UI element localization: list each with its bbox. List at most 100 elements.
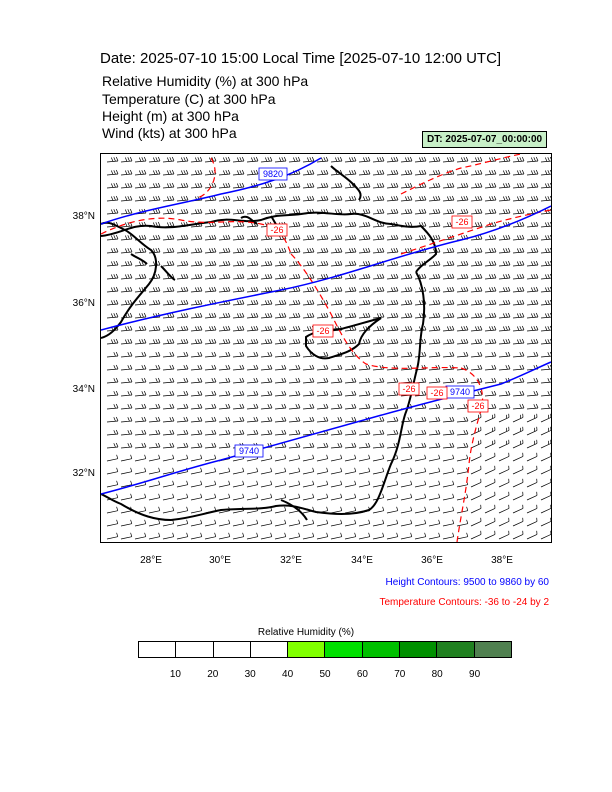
wind-barb [442,416,455,423]
wind-barb [442,325,455,332]
wind-barb [190,519,203,527]
wind-barb [484,169,497,176]
wind-barb [148,169,161,176]
wind-barb [288,247,301,254]
wind-barb [330,286,343,293]
wind-barb [428,195,441,202]
wind-barb [400,195,413,202]
wind-barb [302,338,315,345]
wind-barb [134,182,147,189]
wind-barb [120,532,133,540]
wind-barb [442,493,455,501]
wind-barb [386,286,399,293]
wind-barb [232,299,245,306]
wind-barb [386,234,399,241]
wind-barb [218,416,231,423]
wind-barb [274,467,287,475]
wind-barb [302,195,315,202]
wind-barb [414,454,427,462]
wind-barb [526,491,538,501]
wind-barb [344,247,357,254]
wind-barb [134,493,147,501]
wind-barb [120,260,133,267]
wind-barb [442,338,455,345]
wind-barb [428,480,441,488]
wind-barb [302,377,315,384]
wind-barb [288,532,301,540]
wind-barb [218,467,231,475]
wind-barb [372,454,385,462]
wind-barb [372,286,385,293]
wind-barb [344,429,357,436]
wind-barb [190,260,203,267]
wind-barb [190,506,203,514]
wind-barb [512,439,524,449]
wind-barb [204,351,217,358]
wind-barb [456,442,469,449]
wind-barb [414,351,427,358]
colorbar-tick-label: 30 [244,669,256,680]
wind-barb [120,273,133,280]
wind-barb [344,325,357,332]
wind-barb [274,364,287,371]
wind-barb [358,454,371,462]
temperature-label: -26 [430,388,443,398]
wind-barb [428,312,441,319]
wind-barb [344,364,357,371]
wind-barb [414,156,427,163]
wind-barb [386,156,399,163]
wind-barb [274,480,287,488]
wind-barb [428,377,441,384]
wind-barb [134,390,147,397]
wind-barb [148,364,161,371]
wind-barb [400,429,413,436]
wind-barb [358,208,371,215]
wind-barb [540,208,551,215]
wind-barb [162,182,175,189]
wind-barb [204,390,217,397]
wind-barb [456,493,469,501]
wind-barb [288,429,301,436]
wind-barb [526,426,538,436]
wind-barb [372,519,385,527]
wind-barb [470,299,483,306]
wind-barb [190,377,203,384]
wind-barb [246,286,259,293]
wind-barb [456,312,469,319]
wind-barb [302,390,315,397]
wind-barb [400,519,413,527]
wind-barb [274,454,287,462]
wind-barb [162,506,175,514]
wind-barb [470,530,482,540]
wind-barb [540,413,551,423]
temp-contour-ne [400,154,551,255]
wind-barb [302,519,315,527]
wind-barb [428,403,441,410]
wind-barb [484,426,496,436]
wind-barb [190,532,203,540]
wind-barb [274,338,287,345]
lat-label: 36°N [72,298,95,309]
wind-barb [330,403,343,410]
wind-barb [106,493,119,501]
wind-barb [190,299,203,306]
wind-barb [344,416,357,423]
wind-barb [204,493,217,501]
wind-barb [512,156,525,163]
wind-barb [134,273,147,280]
wind-barb [190,442,203,449]
wind-barb [428,416,441,423]
temp-contour-north [101,157,462,369]
wind-barb [498,390,511,397]
wind-barb [442,351,455,358]
wind-barb [246,429,259,436]
colorbar-box [325,642,363,657]
wind-barb [400,338,413,345]
wind-barb [372,403,385,410]
wind-barb [512,195,525,202]
wind-barb [162,467,175,475]
wind-barb [218,519,231,527]
height-label: 9820 [263,169,283,179]
wind-barb [106,182,119,189]
wind-barb [246,195,259,202]
